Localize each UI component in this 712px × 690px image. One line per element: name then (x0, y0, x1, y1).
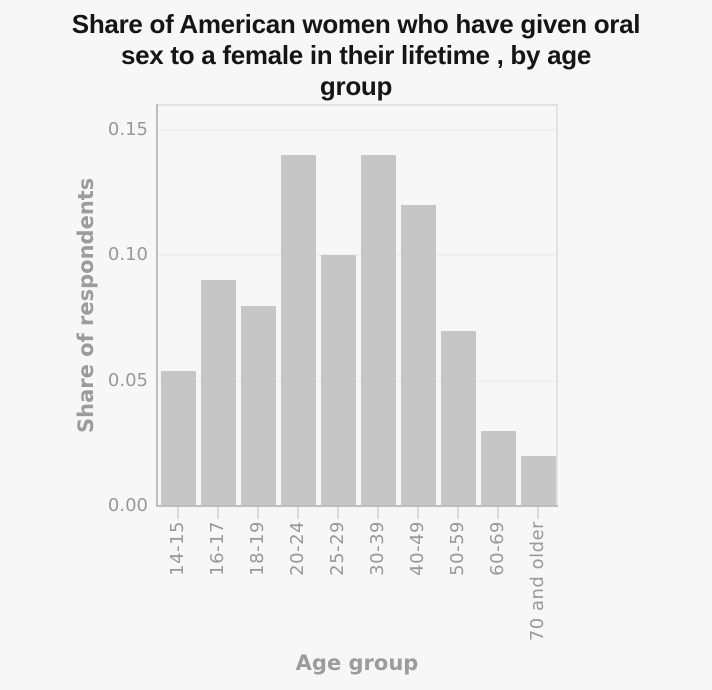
y-tick-label: 0.10 (107, 244, 148, 266)
panel-border-top (156, 104, 558, 106)
y-gridline (158, 254, 556, 257)
x-tick-mark (457, 507, 459, 519)
x-tick-label: 20-24 (287, 521, 308, 576)
chart-title-line: group (319, 71, 393, 101)
y-axis-title: Share of respondents (74, 177, 98, 434)
bar (520, 455, 556, 505)
bar (280, 155, 316, 505)
bar (440, 330, 476, 505)
y-tick-label: 0.05 (107, 369, 148, 391)
chart-title-line: sex to a female in their lifetime , by a… (120, 40, 591, 70)
x-tick-mark (537, 507, 539, 519)
x-tick-mark (497, 507, 499, 519)
bar (400, 205, 436, 505)
x-tick-label: 70 and older (527, 521, 548, 642)
y-axis-line (156, 104, 158, 507)
x-tick-label: 60-69 (487, 521, 508, 576)
chart-title: Share of American women who have given o… (0, 9, 712, 102)
x-tick-label: 40-49 (407, 521, 428, 576)
x-axis-title: Age group (295, 651, 419, 675)
y-tick-label: 0.00 (107, 495, 148, 516)
x-tick-mark (417, 507, 419, 519)
bar (480, 430, 516, 505)
y-gridline (158, 129, 556, 132)
x-tick-mark (177, 507, 179, 519)
bar (320, 255, 356, 505)
bar (360, 155, 396, 505)
y-gridline (158, 379, 556, 382)
panel-border-right (556, 104, 558, 507)
x-tick-label: 14-15 (167, 521, 188, 576)
y-tick-label: 0.15 (107, 119, 148, 141)
x-tick-label: 25-29 (327, 521, 348, 576)
x-tick-mark (377, 507, 379, 519)
chart-title-line: Share of American women who have given o… (71, 9, 641, 39)
bar (240, 305, 276, 505)
x-tick-label: 50-59 (447, 521, 468, 576)
x-tick-label: 16-17 (207, 521, 228, 576)
bar (160, 370, 196, 505)
x-axis-line (156, 505, 558, 507)
x-tick-label: 18-19 (247, 521, 268, 576)
x-tick-mark (297, 507, 299, 519)
x-tick-mark (257, 507, 259, 519)
x-tick-mark (337, 507, 339, 519)
x-tick-label: 30-39 (367, 521, 388, 576)
x-tick-mark (217, 507, 219, 519)
bar (200, 280, 236, 505)
